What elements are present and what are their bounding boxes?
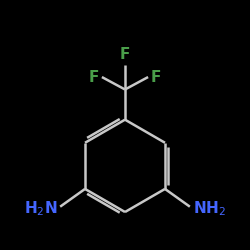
Text: F: F [151, 70, 161, 84]
Text: F: F [120, 47, 130, 62]
Text: F: F [89, 70, 99, 84]
Text: H$_2$N: H$_2$N [24, 199, 57, 218]
Text: NH$_2$: NH$_2$ [193, 199, 226, 218]
